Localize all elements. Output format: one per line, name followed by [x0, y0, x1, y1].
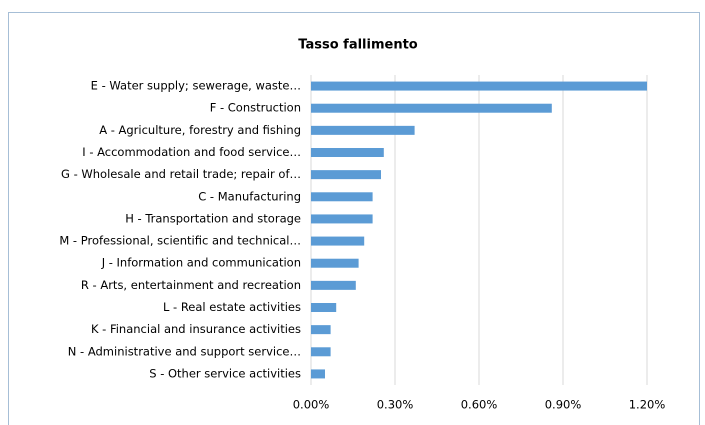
x-tick-label: 0.30%	[377, 398, 414, 412]
y-tick-label: H - Transportation and storage	[125, 211, 301, 225]
y-tick-label: F - Construction	[210, 101, 301, 115]
bar	[311, 303, 337, 312]
bar	[311, 148, 384, 157]
bar	[311, 258, 359, 268]
bar	[311, 236, 365, 246]
y-tick-label: I - Accommodation and food service…	[82, 145, 301, 159]
y-tick-label: E - Water supply; sewerage, waste…	[91, 79, 301, 93]
bar	[311, 192, 373, 202]
bar	[311, 214, 373, 224]
bar	[311, 103, 552, 113]
y-tick-label: L - Real estate activities	[163, 300, 301, 314]
x-tick-label: 1.20%	[629, 398, 666, 412]
y-tick-label: A - Agriculture, forestry and fishing	[99, 123, 301, 137]
y-tick-label: K - Financial and insurance activities	[91, 322, 301, 336]
chart-title: Tasso fallimento	[298, 38, 418, 53]
y-tick-label: J - Information and communication	[101, 256, 301, 270]
y-tick-label: G - Wholesale and retail trade; repair o…	[61, 167, 301, 181]
bar	[311, 325, 331, 335]
x-tick-label: 0.00%	[293, 398, 330, 412]
bar	[311, 347, 331, 357]
y-tick-label: R - Arts, entertainment and recreation	[81, 278, 301, 292]
y-tick-label: S - Other service activities	[149, 366, 301, 380]
y-tick-label: N - Administrative and support service…	[68, 344, 301, 358]
bar	[311, 280, 356, 290]
y-tick-label: M - Professional, scientific and technic…	[59, 234, 301, 248]
bar	[311, 81, 647, 91]
x-tick-label: 0.90%	[545, 398, 582, 412]
bar	[311, 369, 325, 379]
x-tick-label: 0.60%	[461, 398, 498, 412]
y-tick-label: C - Manufacturing	[198, 189, 301, 203]
bar	[311, 125, 415, 135]
chart-frame	[8, 12, 700, 425]
bar	[311, 170, 381, 180]
